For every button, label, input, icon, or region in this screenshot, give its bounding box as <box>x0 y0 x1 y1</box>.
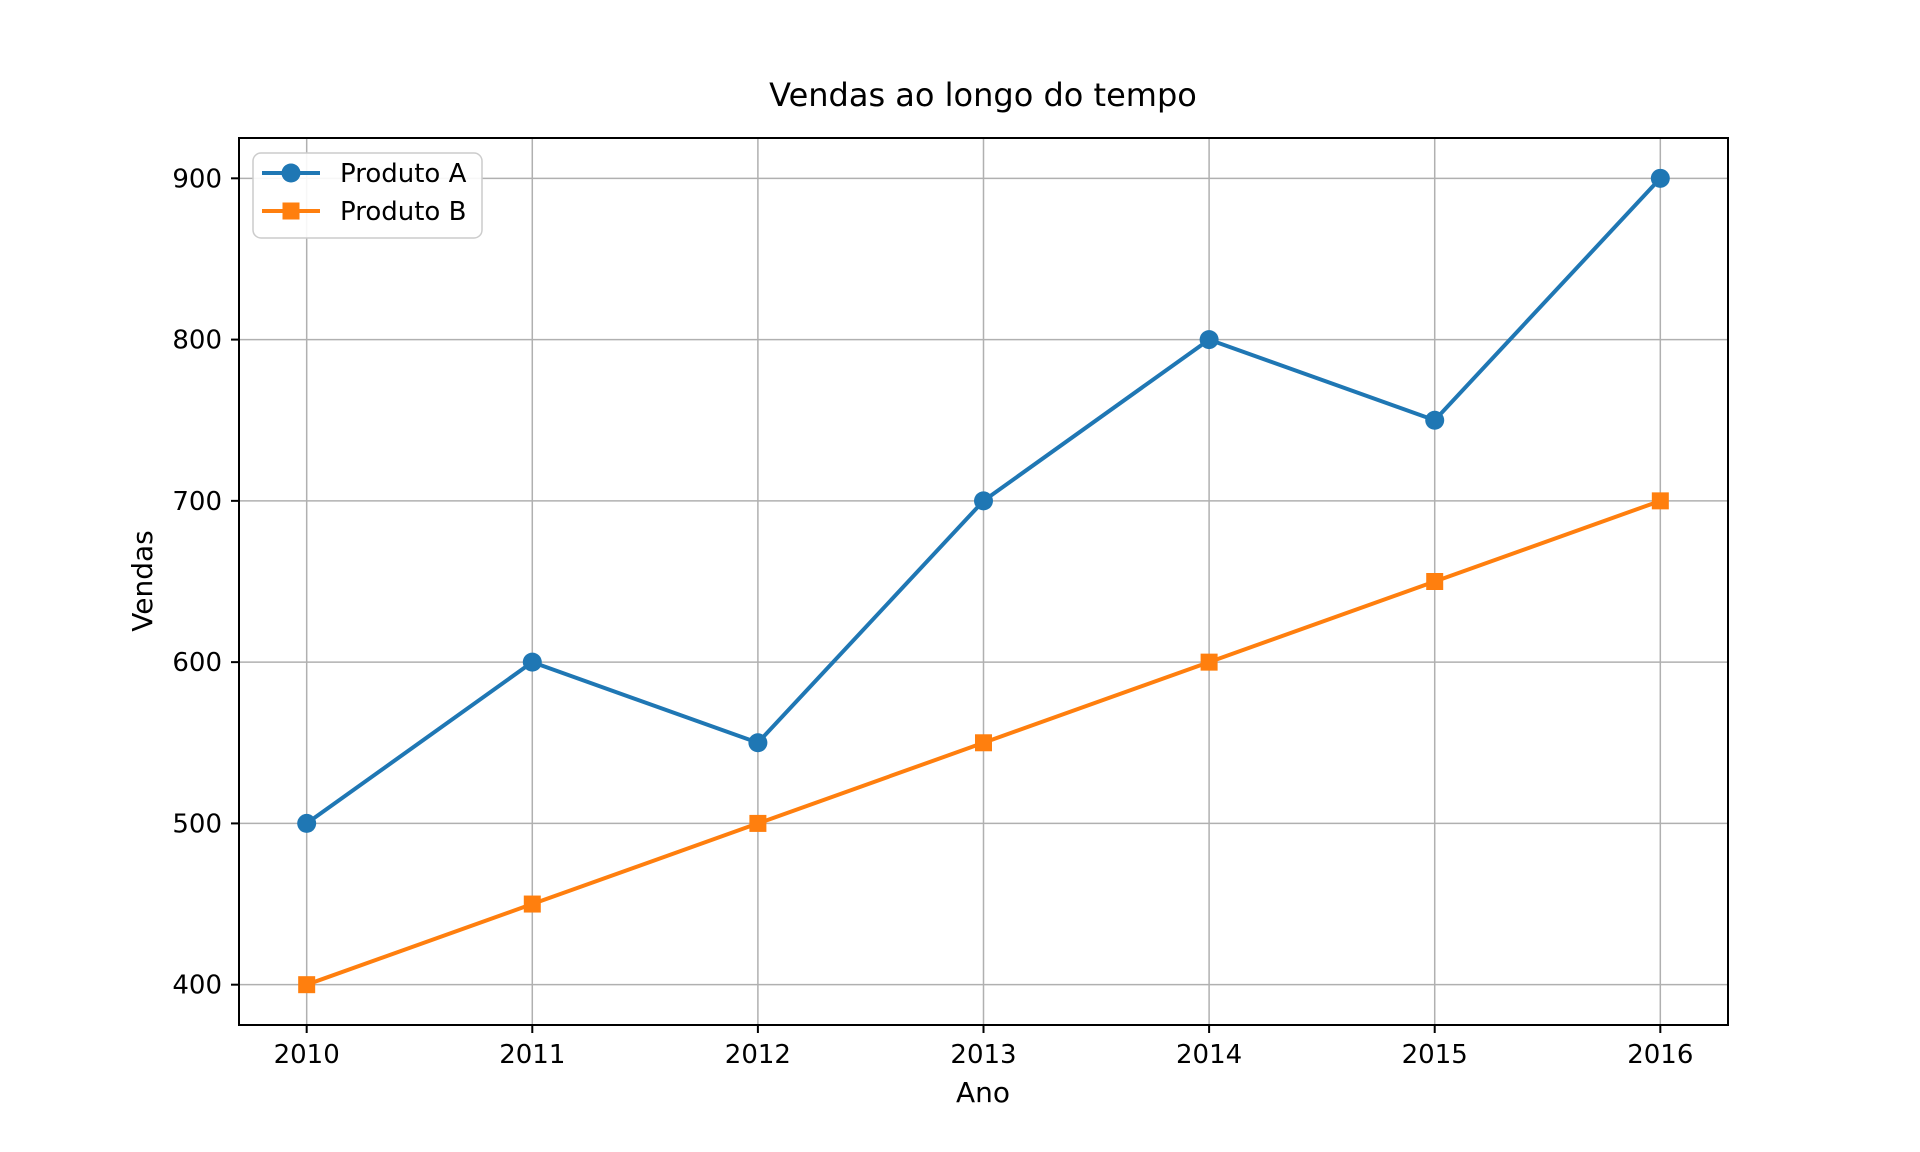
y-tick-label: 800 <box>172 326 222 356</box>
data-point-produto-b <box>1426 573 1444 590</box>
x-tick-label: 2014 <box>1176 1040 1242 1070</box>
data-point-produto-b <box>749 814 767 832</box>
data-point-produto-a <box>297 813 317 833</box>
y-tick-label: 700 <box>172 487 222 517</box>
data-point-produto-a <box>1199 330 1219 350</box>
y-axis-label: Vendas <box>126 530 159 631</box>
data-point-produto-b <box>975 734 992 752</box>
x-tick-label: 2010 <box>274 1040 340 1070</box>
x-axis-label: Ano <box>956 1076 1010 1109</box>
y-tick-label: 400 <box>172 971 222 1001</box>
data-point-produto-b <box>523 895 541 913</box>
y-tick-label: 500 <box>172 809 222 839</box>
data-point-produto-a <box>522 652 542 672</box>
data-point-produto-b <box>1651 492 1669 510</box>
legend-marker-produto-b <box>282 202 300 220</box>
legend-label-produto-b: Produto B <box>340 197 466 227</box>
y-tick-label: 600 <box>172 648 222 678</box>
data-point-produto-a <box>1650 168 1670 188</box>
x-tick-label: 2013 <box>950 1040 1016 1070</box>
x-tick-label: 2016 <box>1627 1040 1693 1070</box>
chart-title: Vendas ao longo do tempo <box>769 76 1197 114</box>
x-tick-label: 2012 <box>725 1040 791 1070</box>
data-point-produto-a <box>748 733 768 753</box>
data-point-produto-b <box>298 976 316 994</box>
axis-ticks: 2010 2011 2012 2013 2014 2015 2016 400 500 600 700… <box>172 164 1693 1070</box>
x-tick-label: 2011 <box>499 1040 565 1070</box>
gridlines <box>239 138 1728 1025</box>
y-tick-label: 900 <box>172 164 222 194</box>
data-point-produto-a <box>1425 410 1445 430</box>
data-point-produto-b <box>1200 653 1218 671</box>
legend: Produto A Produto B <box>252 152 483 239</box>
data-point-produto-a <box>974 491 993 511</box>
data-series <box>297 168 1670 994</box>
legend-label-produto-a: Produto A <box>340 159 467 189</box>
legend-marker-produto-a <box>281 163 301 183</box>
x-tick-label: 2015 <box>1402 1040 1468 1070</box>
